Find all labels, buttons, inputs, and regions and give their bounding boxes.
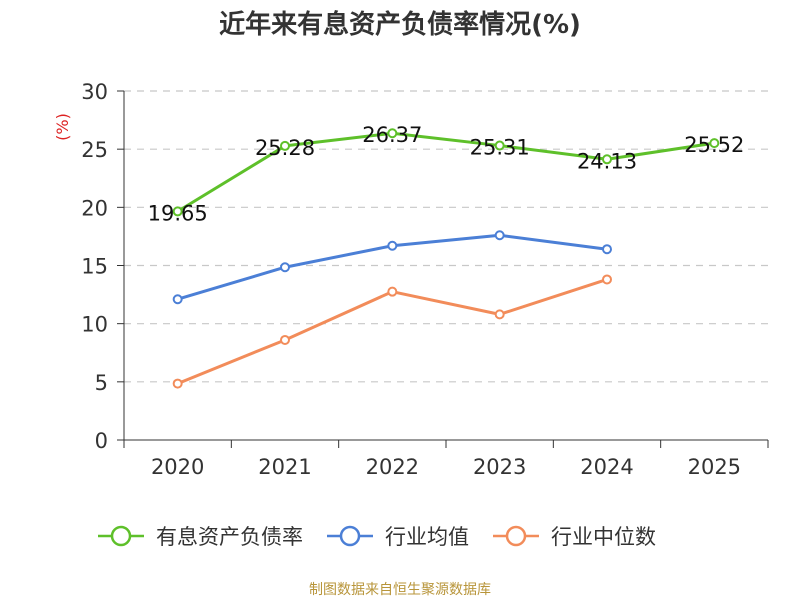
data-point [387, 240, 398, 251]
x-tick-label: 2022 [366, 455, 419, 479]
data-point [280, 334, 290, 345]
data-point [172, 294, 183, 305]
legend-item-industry-median[interactable]: 行业中位数 [491, 521, 656, 551]
data-point [494, 309, 505, 320]
legend-item-debt-ratio[interactable]: 有息资产负债率 [96, 521, 303, 551]
chart-title: 近年来有息资产负债率情况(%) [219, 10, 581, 40]
x-tick-label: 2023 [473, 455, 526, 479]
gridlines [124, 90, 768, 383]
y-tick-label: 10 [81, 313, 108, 337]
data-point [709, 138, 720, 149]
data-point [172, 206, 183, 217]
data-label: 19.65 [148, 201, 208, 225]
legend-item-industry-mean[interactable]: 行业均值 [325, 521, 469, 551]
y-tick-label: 25 [81, 138, 108, 162]
data-point [494, 140, 505, 151]
y-axis-unit-label: (%) [53, 113, 72, 141]
data-label: 25.52 [684, 133, 744, 157]
y-tick-label: 20 [81, 196, 108, 220]
data-label: 26.37 [362, 123, 422, 147]
data-point [494, 230, 505, 241]
source-note: 制图数据来自恒生聚源数据库 [309, 582, 491, 598]
data-labels: 19.65 25.28 26.37 25.31 24.13 25.52 [148, 123, 745, 225]
x-tick-label: 2021 [258, 455, 311, 479]
series-line-0 [176, 131, 715, 213]
y-tick-label: 30 [81, 80, 108, 104]
data-point [280, 140, 290, 151]
data-point [172, 378, 183, 389]
legend-marker-industry-mean [327, 525, 373, 547]
data-point [602, 274, 612, 285]
x-tick-label: 2025 [688, 455, 741, 479]
legend-label-industry-mean: 行业均值 [385, 525, 469, 549]
legend-marker-debt-ratio [98, 525, 144, 547]
x-tick-label: 2024 [580, 455, 633, 479]
y-tick-label: 0 [95, 429, 108, 453]
data-point [280, 262, 290, 273]
y-tick-label: 15 [81, 255, 108, 279]
legend-label-industry-median: 行业中位数 [551, 525, 656, 549]
legend-label-debt-ratio: 有息资产负债率 [156, 525, 303, 549]
legend: 有息资产负债率 行业均值 行业中位数 [96, 521, 678, 551]
data-point [387, 286, 398, 297]
x-tick-label: 2020 [151, 455, 204, 479]
series [172, 128, 720, 389]
data-point [387, 128, 398, 139]
legend-marker-industry-median [493, 525, 539, 547]
data-point [602, 244, 612, 255]
data-label: 24.13 [577, 149, 637, 173]
data-label: 25.28 [255, 136, 315, 160]
data-point [602, 154, 612, 165]
y-tick-label: 5 [95, 371, 108, 395]
data-label: 25.31 [470, 136, 530, 160]
